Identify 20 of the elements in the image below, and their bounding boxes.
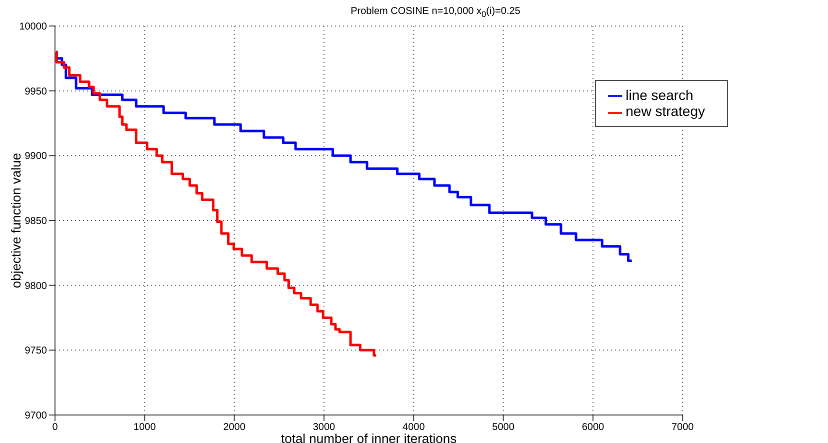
x-tick-label: 3000 <box>312 422 336 434</box>
x-tick-label: 2000 <box>223 422 246 434</box>
x-tick-label: 6000 <box>582 422 605 434</box>
legend-label: new strategy <box>626 103 705 120</box>
y-tick-label: 9700 <box>24 410 48 422</box>
x-tick-label: 4000 <box>402 422 426 434</box>
x-tick-label: 1000 <box>134 422 156 434</box>
x-axis-title: total number of inner iterations <box>281 431 458 443</box>
y-tick-label: 10000 <box>19 22 48 33</box>
y-tick-label: 9800 <box>24 280 48 292</box>
x-tick-label: 7000 <box>672 422 694 434</box>
y-tick-label: 9950 <box>24 86 48 98</box>
x-tick-label: 0 <box>52 422 58 434</box>
y-tick-label: 9900 <box>24 151 48 162</box>
x-tick-label: 5000 <box>492 422 515 434</box>
y-tick-label: 9850 <box>24 216 48 228</box>
y-axis-title: objective function value <box>8 152 24 288</box>
y-tick-label: 9750 <box>24 346 48 357</box>
chart-title: Problem COSINE n=10,000 x$_{0}$(i)=0.25 <box>350 6 522 19</box>
legend-label: line search <box>626 87 694 103</box>
